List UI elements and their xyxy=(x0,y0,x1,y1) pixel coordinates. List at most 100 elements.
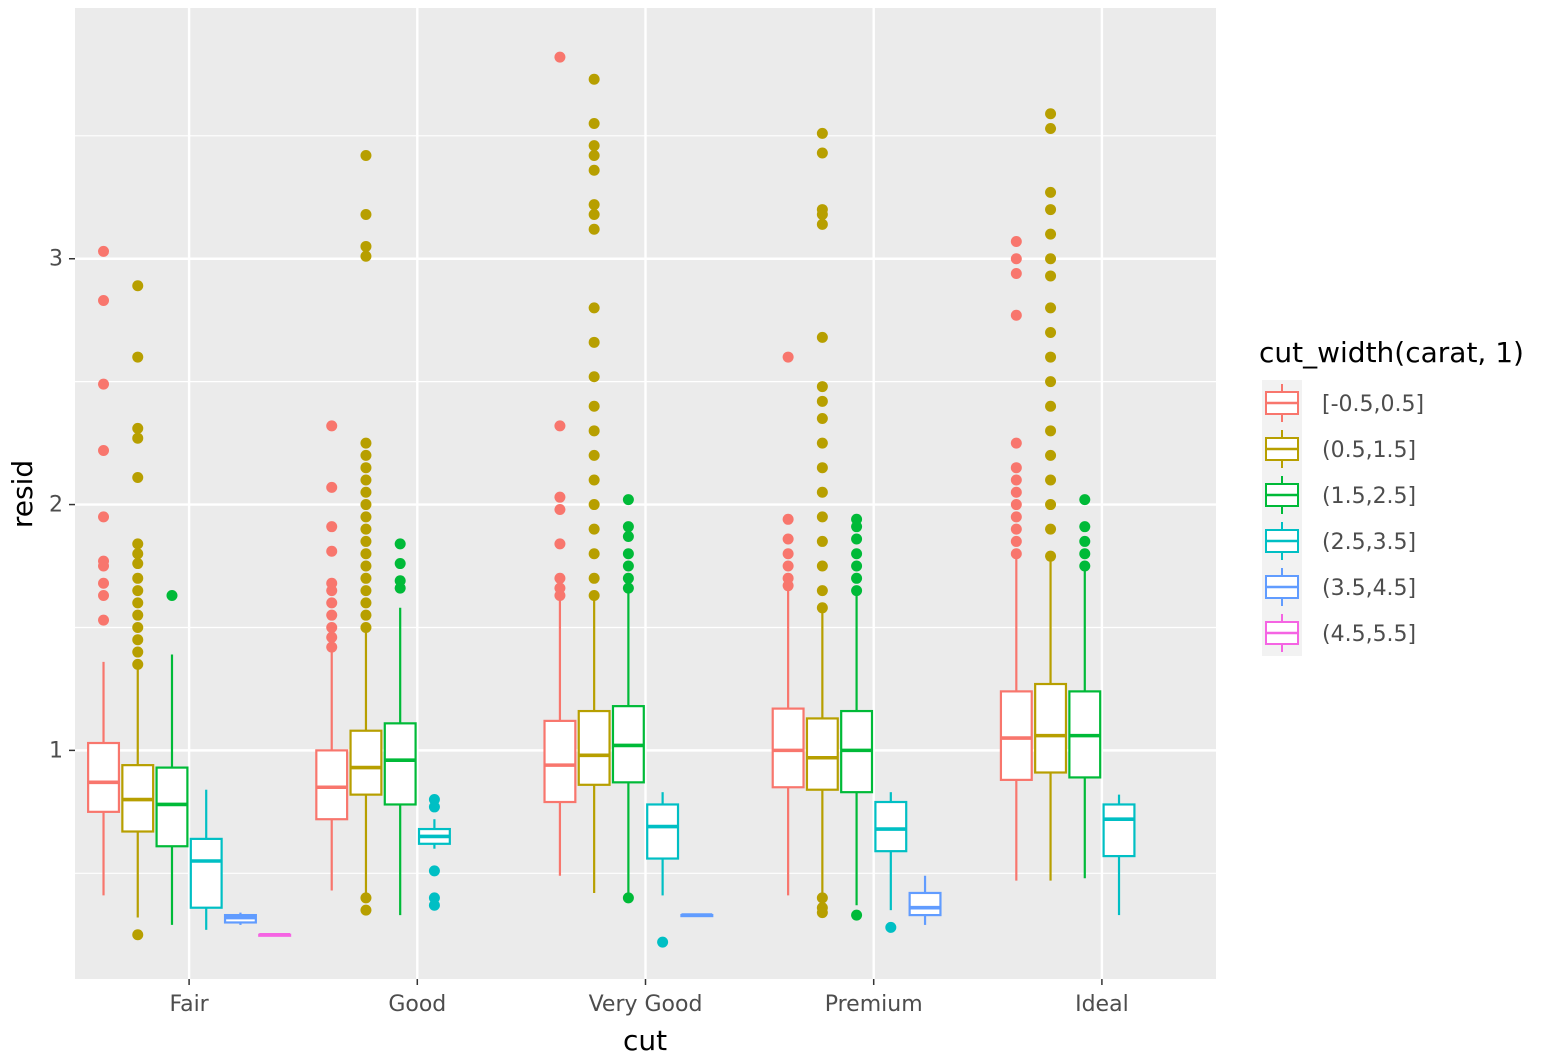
box-body xyxy=(383,722,417,806)
outlier-point xyxy=(326,609,338,621)
outlier-point xyxy=(132,597,144,609)
outlier-point xyxy=(1010,309,1022,321)
outlier-point xyxy=(1045,326,1057,338)
box-premium-4 xyxy=(908,875,942,925)
outlier-point xyxy=(360,892,372,904)
outlier-point xyxy=(816,147,828,159)
outlier-point xyxy=(394,538,406,550)
outlier-point xyxy=(326,545,338,557)
outlier-point xyxy=(1045,228,1057,240)
x-axis: Fair Good Very Good Premium Ideal xyxy=(169,979,1129,1017)
major-gridlines xyxy=(75,8,1216,979)
outlier-point xyxy=(1045,449,1057,461)
legend-label: (2.5,3.5] xyxy=(1322,530,1416,555)
x-tick-label: Good xyxy=(388,992,446,1017)
outlier-point xyxy=(816,381,828,393)
box-fair-0 xyxy=(87,245,121,896)
box-body xyxy=(1102,803,1136,858)
outlier-point xyxy=(782,513,794,525)
box-good-1 xyxy=(349,149,383,916)
outlier-point xyxy=(360,523,372,535)
outlier-point xyxy=(885,921,897,933)
box-body xyxy=(646,803,680,860)
x-tick-label: Fair xyxy=(169,992,209,1017)
outlier-point xyxy=(588,223,600,235)
outlier-point xyxy=(622,892,634,904)
box-fair-3 xyxy=(189,789,223,930)
box-premium-3 xyxy=(874,792,908,933)
y-axis-title: resid xyxy=(6,460,39,528)
outlier-point xyxy=(1079,548,1091,560)
outlier-point xyxy=(98,444,110,456)
outlier-point xyxy=(1010,253,1022,265)
x-axis-title: cut xyxy=(623,1024,667,1057)
outlier-point xyxy=(132,646,144,658)
outlier-point xyxy=(816,602,828,614)
box-fair-5 xyxy=(258,932,292,937)
box-very-good-0 xyxy=(543,51,577,876)
outlier-point xyxy=(816,892,828,904)
box-very-good-2 xyxy=(611,494,645,904)
outlier-point xyxy=(1045,400,1057,412)
outlier-point xyxy=(360,250,372,262)
box-ideal-3 xyxy=(1102,794,1136,916)
y-tick-label: 3 xyxy=(49,247,63,272)
outlier-point xyxy=(622,494,634,506)
outlier-point xyxy=(588,590,600,602)
box-body xyxy=(87,741,121,813)
outlier-point xyxy=(588,449,600,461)
box-body xyxy=(155,766,189,848)
outlier-point xyxy=(1045,523,1057,535)
outlier-point xyxy=(360,904,372,916)
outlier-point xyxy=(132,351,144,363)
outlier-point xyxy=(98,511,110,523)
outlier-point xyxy=(1010,267,1022,279)
box-body xyxy=(805,717,839,791)
outlier-point xyxy=(326,521,338,533)
outlier-point xyxy=(782,560,794,572)
outlier-point xyxy=(1045,302,1057,314)
outlier-point xyxy=(816,511,828,523)
outlier-point xyxy=(394,575,406,587)
outlier-point xyxy=(1010,236,1022,248)
outlier-point xyxy=(132,472,144,484)
outlier-point xyxy=(132,572,144,584)
outlier-point xyxy=(851,548,863,560)
box-layer xyxy=(87,51,1136,948)
outlier-point xyxy=(360,511,372,523)
outlier-point xyxy=(554,503,566,515)
legend-key-2: (1.5,2.5] xyxy=(1262,472,1416,518)
outlier-point xyxy=(622,582,634,594)
outlier-point xyxy=(360,486,372,498)
box-good-0 xyxy=(315,420,349,891)
outlier-point xyxy=(588,371,600,383)
outlier-point xyxy=(851,585,863,597)
outlier-point xyxy=(816,585,828,597)
x-tick-label: Very Good xyxy=(589,992,703,1017)
box-ideal-2 xyxy=(1068,494,1102,879)
outlier-point xyxy=(132,538,144,550)
outlier-point xyxy=(98,378,110,390)
outlier-point xyxy=(1045,425,1057,437)
outlier-point xyxy=(360,535,372,547)
outlier-point xyxy=(132,432,144,444)
outlier-point xyxy=(326,577,338,589)
box-good-2 xyxy=(383,538,417,916)
box-very-good-4 xyxy=(680,913,714,918)
outlier-point xyxy=(1010,511,1022,523)
legend-label: (4.5,5.5] xyxy=(1322,622,1416,647)
outlier-point xyxy=(588,523,600,535)
outlier-point xyxy=(360,462,372,474)
outlier-point xyxy=(360,437,372,449)
outlier-point xyxy=(360,474,372,486)
outlier-point xyxy=(360,548,372,560)
outlier-point xyxy=(588,572,600,584)
box-premium-0 xyxy=(771,351,805,896)
outlier-point xyxy=(1010,486,1022,498)
outlier-point xyxy=(360,621,372,633)
outlier-point xyxy=(1079,560,1091,572)
outlier-point xyxy=(816,437,828,449)
outlier-point xyxy=(622,521,634,533)
outlier-point xyxy=(1010,437,1022,449)
outlier-point xyxy=(1079,521,1091,533)
